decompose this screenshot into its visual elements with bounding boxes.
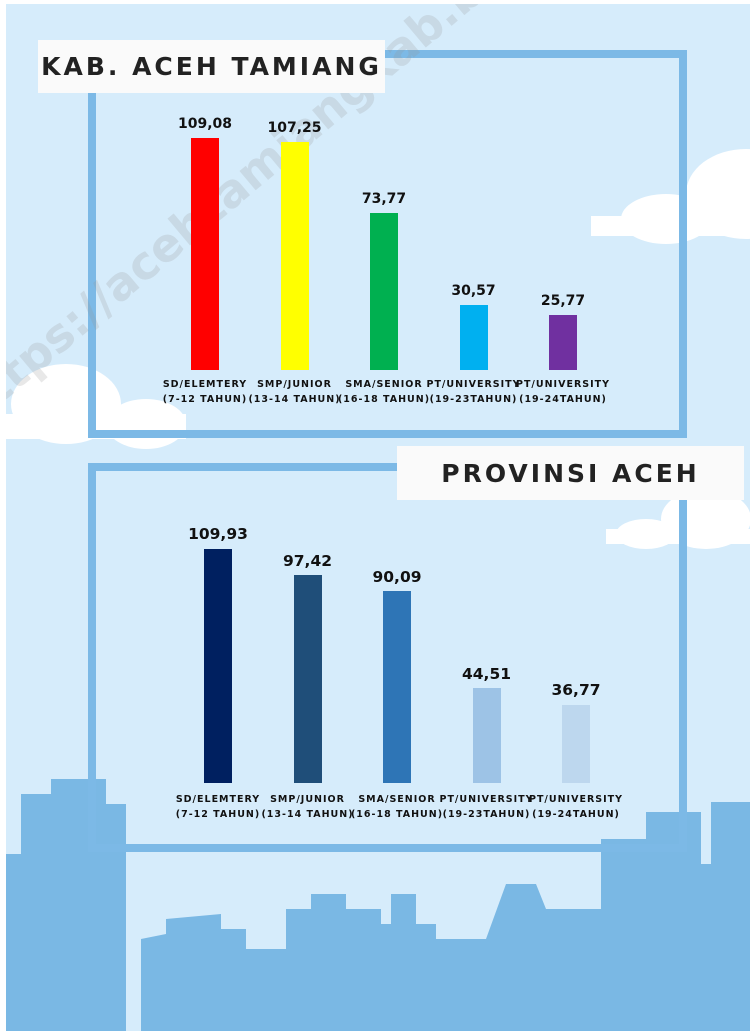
- value-label: 90,09: [372, 567, 422, 586]
- x-tick-label: PT/UNIVERSITY (19-24TAHUN): [528, 794, 623, 820]
- value-label: 30,57: [451, 282, 496, 299]
- value-label: 25,77: [540, 293, 586, 310]
- bar: [293, 575, 322, 783]
- bar: [191, 137, 219, 370]
- bar: [383, 591, 411, 783]
- x-tick-label: PT/UNIVERSITY (19-24TAHUN): [515, 379, 610, 405]
- bar: [204, 548, 232, 783]
- bar: [549, 315, 577, 370]
- x-tick-label: PT/UNIVERSITY (19-23TAHUN): [426, 379, 521, 405]
- chart-title: KAB. ACEH TAMIANG: [38, 40, 385, 93]
- x-tick-label: SMP/JUNIOR (13-14 TAHUN): [261, 794, 354, 820]
- value-label: 109,93: [188, 525, 248, 544]
- x-tick-label: SMA/SENIOR (16-18 TAHUN): [350, 794, 444, 820]
- value-label: 73,77: [361, 190, 407, 207]
- value-label: 36,77: [551, 681, 601, 700]
- frame: [88, 50, 687, 438]
- value-label: 109,08: [177, 115, 233, 132]
- bar: [370, 212, 398, 370]
- x-tick-label: SMA/SENIOR (16-18 TAHUN): [337, 379, 431, 405]
- value-label: 97,42: [282, 551, 333, 570]
- x-tick-label: SMP/JUNIOR (13-14 TAHUN): [248, 379, 341, 405]
- value-label: 107,25: [267, 119, 322, 136]
- bar: [280, 141, 309, 370]
- x-tick-label: PT/UNIVERSITY (19-23TAHUN): [439, 794, 534, 820]
- bar: [459, 304, 488, 370]
- background: https://acehtamiangkab.bps.go.id: [6, 4, 750, 1031]
- x-tick-label: SD/ELEMTERY (7-12 TAHUN): [162, 379, 248, 405]
- x-tick-label: SD/ELEMTERY (7-12 TAHUN): [175, 794, 261, 820]
- frame: [88, 463, 687, 852]
- value-label: 44,51: [461, 664, 512, 683]
- bar: [472, 688, 501, 783]
- bar: [562, 704, 590, 783]
- chart-title: PROVINSI ACEH: [397, 446, 744, 500]
